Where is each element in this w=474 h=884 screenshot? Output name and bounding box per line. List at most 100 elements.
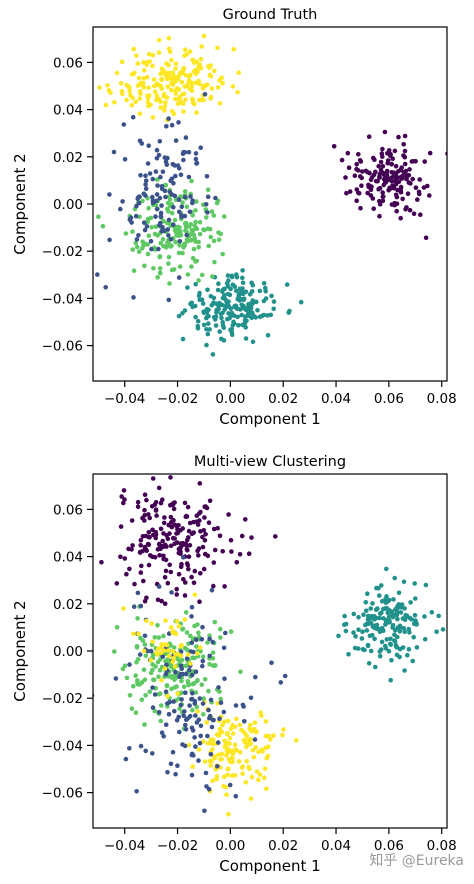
x-tick-label: 0.02 bbox=[268, 838, 298, 854]
point-green bbox=[183, 610, 189, 615]
point-yellow bbox=[163, 100, 168, 105]
point-yellow bbox=[201, 97, 206, 103]
point-yellow bbox=[181, 109, 186, 114]
point-purple bbox=[158, 526, 164, 532]
point-blue bbox=[189, 640, 195, 646]
point-green bbox=[194, 226, 200, 231]
point-teal bbox=[389, 658, 394, 663]
point-green bbox=[157, 254, 163, 259]
point-purple bbox=[138, 538, 144, 543]
point-purple bbox=[352, 173, 358, 178]
point-yellow bbox=[158, 84, 164, 90]
point-yellow bbox=[135, 61, 141, 66]
point-purple bbox=[166, 522, 171, 528]
point-yellow bbox=[154, 93, 160, 98]
point-blue bbox=[156, 710, 162, 715]
point-teal bbox=[386, 597, 392, 603]
point-green bbox=[218, 626, 223, 632]
point-purple bbox=[409, 159, 415, 164]
point-green bbox=[96, 214, 101, 219]
point-blue bbox=[161, 734, 166, 739]
point-green bbox=[201, 712, 206, 717]
point-green bbox=[199, 272, 205, 278]
y-tick-label: 0.00 bbox=[53, 197, 83, 213]
point-purple bbox=[142, 492, 148, 498]
point-teal bbox=[226, 278, 231, 283]
point-yellow bbox=[215, 45, 220, 51]
point-yellow bbox=[231, 47, 237, 52]
point-blue bbox=[150, 200, 156, 206]
point-yellow bbox=[170, 108, 175, 114]
point-blue bbox=[133, 213, 139, 219]
point-green bbox=[135, 616, 140, 621]
point-purple bbox=[234, 560, 240, 565]
point-green bbox=[129, 706, 135, 711]
point-yellow bbox=[182, 84, 188, 89]
point-yellow bbox=[226, 766, 231, 771]
point-blue bbox=[205, 210, 210, 215]
y-tick-label: −0.06 bbox=[42, 339, 83, 355]
point-yellow bbox=[239, 765, 245, 770]
point-purple bbox=[182, 500, 188, 506]
point-purple bbox=[202, 551, 208, 557]
point-yellow bbox=[141, 80, 146, 86]
point-teal bbox=[384, 594, 389, 599]
point-purple bbox=[132, 581, 137, 587]
point-yellow bbox=[177, 70, 183, 76]
point-purple bbox=[360, 169, 365, 174]
point-purple bbox=[146, 512, 151, 517]
point-blue bbox=[172, 193, 178, 199]
point-blue bbox=[152, 692, 158, 697]
point-blue bbox=[193, 151, 199, 156]
point-yellow bbox=[220, 80, 225, 86]
point-teal bbox=[227, 292, 233, 298]
point-yellow bbox=[209, 86, 215, 91]
point-teal bbox=[388, 642, 394, 647]
point-blue bbox=[162, 155, 168, 160]
point-purple bbox=[184, 561, 190, 566]
point-yellow bbox=[131, 46, 137, 52]
point-green bbox=[120, 666, 126, 672]
point-yellow bbox=[264, 786, 269, 792]
point-teal bbox=[257, 288, 263, 294]
point-purple bbox=[407, 207, 413, 213]
point-blue bbox=[143, 748, 148, 754]
point-blue bbox=[147, 171, 153, 176]
point-teal bbox=[240, 280, 246, 286]
point-purple bbox=[153, 507, 159, 512]
x-tick-label: −0.04 bbox=[104, 838, 145, 854]
point-blue bbox=[189, 751, 195, 757]
point-yellow bbox=[202, 759, 208, 764]
point-purple bbox=[197, 481, 203, 486]
point-yellow bbox=[154, 97, 159, 103]
point-purple bbox=[377, 202, 383, 207]
point-yellow bbox=[249, 774, 255, 780]
point-green bbox=[127, 693, 133, 698]
point-blue bbox=[155, 183, 160, 188]
point-green bbox=[190, 255, 196, 261]
point-blue bbox=[138, 603, 144, 609]
point-blue bbox=[138, 173, 143, 178]
point-green bbox=[142, 677, 148, 682]
point-green bbox=[142, 263, 147, 269]
point-teal bbox=[271, 306, 277, 312]
point-green bbox=[196, 278, 201, 283]
point-green bbox=[189, 264, 194, 269]
point-blue bbox=[169, 590, 174, 595]
point-green bbox=[216, 230, 221, 235]
point-yellow bbox=[145, 100, 151, 105]
point-green bbox=[171, 267, 177, 272]
point-blue bbox=[113, 676, 119, 681]
point-teal bbox=[372, 636, 377, 642]
point-teal bbox=[359, 636, 365, 641]
point-yellow bbox=[182, 617, 188, 622]
point-green bbox=[212, 663, 218, 668]
point-purple bbox=[164, 533, 169, 538]
point-purple bbox=[118, 554, 123, 560]
point-blue bbox=[150, 751, 155, 756]
point-purple bbox=[142, 518, 147, 523]
point-teal bbox=[201, 322, 207, 328]
point-teal bbox=[413, 596, 418, 601]
point-blue bbox=[184, 656, 190, 661]
point-yellow bbox=[212, 68, 217, 74]
